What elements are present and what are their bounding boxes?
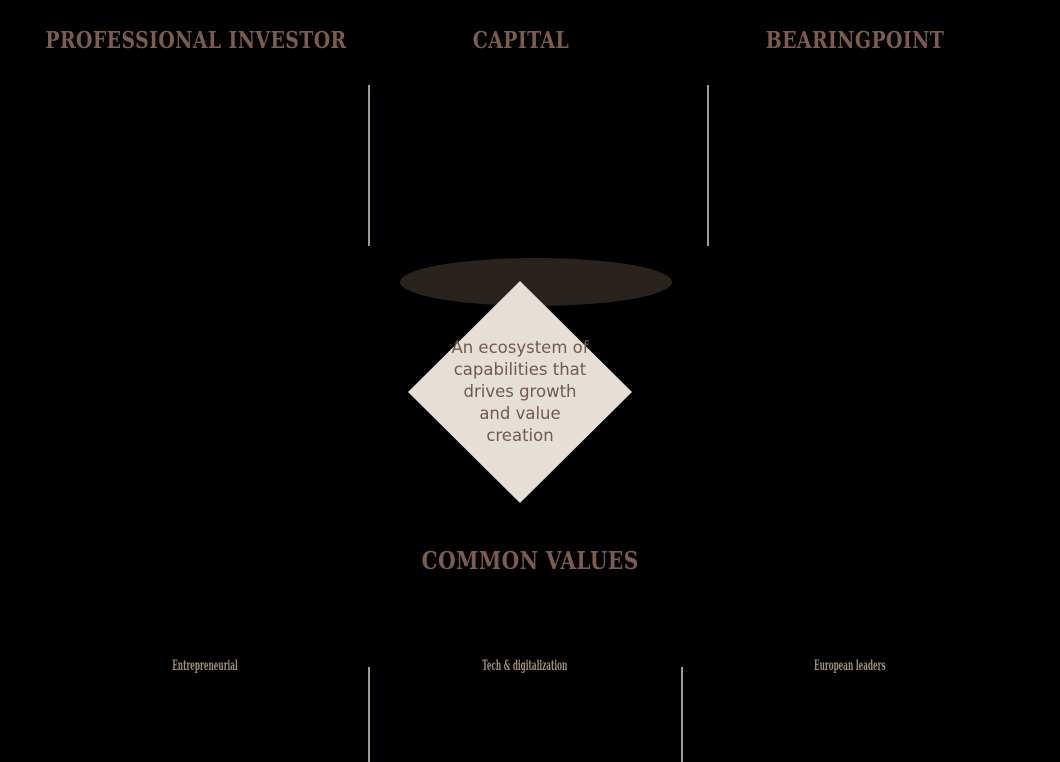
- divider-rail-bottom-right: [681, 667, 683, 762]
- header-bearingpoint: BEARINGPOINT: [765, 27, 945, 54]
- divider-rail-top-left: [368, 85, 370, 246]
- divider-rail-top-right: [707, 85, 709, 246]
- value-entrepreneurial: Entrepreneurial: [0, 654, 410, 678]
- value-tech-digitalization: Tech & digitalization: [410, 654, 640, 678]
- center-diamond: An ecosystem of capabilities that drives…: [408, 281, 632, 503]
- value-entrepreneurial-label: Entrepreneurial: [172, 658, 238, 674]
- value-european-leaders: European leaders: [640, 654, 1060, 678]
- header-capital: CAPITAL: [472, 27, 570, 54]
- section-heading-label: COMMON VALUES: [421, 546, 639, 575]
- value-european-leaders-label: European leaders: [814, 658, 886, 674]
- header-professional-investor: PROFESSIONAL INVESTOR: [45, 27, 347, 54]
- value-tech-digitalization-label: Tech & digitalization: [482, 658, 568, 674]
- section-heading-common-values: COMMON VALUES: [0, 546, 1060, 575]
- divider-rail-bottom-left: [368, 667, 370, 762]
- diamond-caption: An ecosystem of capabilities that drives…: [451, 338, 589, 445]
